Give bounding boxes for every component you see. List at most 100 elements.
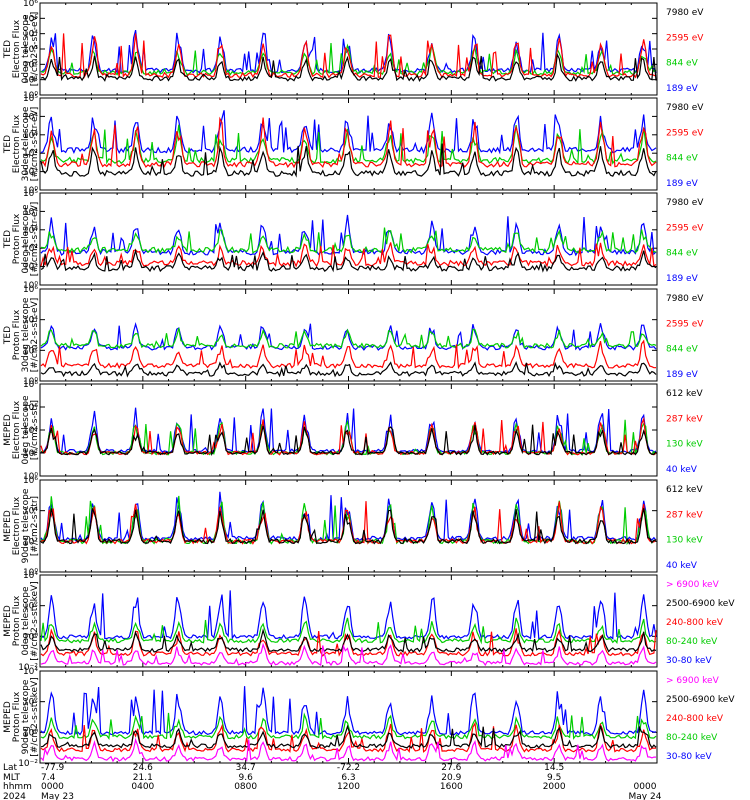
x-tick-label-hhmm: 1600 [440, 782, 463, 792]
legend-entry: 189 eV [666, 274, 699, 284]
y-axis-label: [#/cm2-s-str-keV] [30, 677, 40, 756]
legend-entry: 7980 eV [666, 103, 704, 113]
panel-8: 10⁻² 10⁰ 10² 10⁴ MEPED Proton Flux 90deg teles… [3, 667, 735, 769]
y-axis-label: 30deg telescope [21, 297, 31, 372]
y-tick-label: 10⁸ [23, 380, 38, 390]
legend-entry: 2595 eV [666, 319, 704, 329]
x-tick-label-mlt: 9.5 [547, 773, 561, 783]
x-tick-label-lat: 14.5 [544, 763, 564, 773]
x-tick-label-mlt: 6.3 [341, 773, 355, 783]
y-tick-label: 10³ [23, 45, 38, 55]
y-axis-label: [#/cm2-s-str] [30, 400, 40, 460]
y-tick-label: 10⁴ [23, 426, 38, 436]
y-axis-label: 0deg telescope [21, 204, 31, 274]
y-axis-label: MEPED [3, 605, 13, 637]
x-tick-label-hhmm: 0000 [634, 782, 657, 792]
series-line [40, 721, 657, 753]
y-tick-label: 10⁴ [23, 571, 38, 581]
legend-entry: 240-800 keV [666, 618, 724, 628]
y-axis-label: Proton Flux [12, 595, 22, 646]
y-tick-label: 10⁰ [23, 91, 38, 101]
y-axis-label: TED [3, 326, 13, 345]
y-tick-label: 10⁵ [23, 94, 38, 104]
y-axis-label: [#/cm2-s-str-eV] [30, 107, 40, 182]
y-tick-label: 10⁻² [18, 663, 38, 673]
panel-5: 10⁰ 10² 10⁴ 10⁶ 10⁸ MEPED Electron Flux 0deg te… [3, 380, 703, 482]
x-tick-label-hhmm: 0000 [41, 782, 64, 792]
series-line [40, 110, 657, 155]
legend-entry: 612 keV [666, 485, 703, 495]
series-line [40, 116, 657, 169]
y-tick-label: 10⁴ [23, 112, 38, 122]
y-axis-label: 0deg telescope [21, 586, 31, 656]
legend-entry: 240-800 keV [666, 714, 724, 724]
panel-7: 10⁻² 10⁰ 10² 10⁴ MEPED Proton Flux 0deg telesc… [3, 571, 735, 673]
legend-entry: 80-240 keV [666, 733, 718, 743]
legend-entry: 2595 eV [666, 128, 704, 138]
x-tick-label-hhmm: 0400 [131, 782, 154, 792]
series-line [40, 737, 656, 763]
y-axis-label: 90deg telescope [21, 488, 31, 563]
series-line [40, 33, 657, 80]
y-tick-label: 10⁶ [23, 0, 38, 9]
y-tick-label: 10⁶ [23, 403, 38, 413]
y-tick-label: 10⁴ [23, 207, 38, 217]
series-line [40, 227, 657, 255]
y-tick-label: 10⁵ [23, 14, 38, 24]
y-axis-label: TED [3, 135, 13, 154]
y-axis-label: Electron Flux [12, 114, 22, 173]
series-line [40, 642, 657, 667]
y-tick-label: 10² [23, 698, 38, 708]
legend-entry: 40 keV [666, 561, 698, 571]
y-tick-label: 10¹ [23, 263, 38, 273]
y-axis-label: [#/cm2-s-str-eV] [30, 12, 40, 87]
y-axis-label: [#/cm2-s-str-eV] [30, 202, 40, 277]
legend-entry: 189 eV [666, 370, 699, 380]
legend-entry: 2500-6900 keV [666, 695, 735, 705]
panel-4: 10⁰ 10² 10⁴ 10⁶ TED Proton Flux 30deg telescop… [3, 285, 704, 387]
y-tick-label: 10⁴ [23, 507, 38, 517]
legend-entry: > 6900 keV [666, 676, 720, 686]
legend-entry: 2595 eV [666, 33, 704, 43]
y-tick-label: 10⁰ [23, 728, 38, 738]
x-tick-label-hhmm: 2000 [543, 782, 566, 792]
legend-entry: 2500-6900 keV [666, 599, 735, 609]
y-axis-label: MEPED [3, 510, 13, 542]
y-tick-label: 10⁶ [23, 476, 38, 486]
x-tick-label-hhmm: 0800 [234, 782, 257, 792]
legend-entry: 189 eV [666, 179, 699, 189]
series-line [40, 724, 657, 749]
series-line [40, 712, 657, 741]
y-axis-label: MEPED [3, 414, 13, 446]
y-tick-label: 10⁰ [23, 472, 38, 482]
y-tick-label: 10⁶ [23, 285, 38, 295]
legend-entry: 80-240 keV [666, 637, 718, 647]
x-row-label: MLT [3, 773, 21, 783]
panel-1: 10⁰ 10¹ 10² 10³ 10⁴ 10⁵ 10⁶ TED Electron Flux 0de… [3, 0, 704, 101]
series-line [40, 360, 657, 378]
legend-entry: 189 eV [666, 84, 699, 94]
y-axis-label: 0deg telescope [21, 14, 31, 84]
y-axis-label: 90deg telescope [21, 679, 31, 754]
legend-entry: 130 keV [666, 536, 703, 546]
legend-entry: 130 keV [666, 440, 703, 450]
y-tick-label: 10⁰ [23, 281, 38, 291]
y-tick-label: 10⁰ [23, 377, 38, 387]
x-row-label: hhmm [3, 782, 32, 792]
x-tick-label-lat: 27.6 [441, 763, 461, 773]
y-tick-label: 10³ [23, 131, 38, 141]
y-tick-label: 10⁰ [23, 568, 38, 578]
x-tick-label-mlt: 20.9 [441, 773, 461, 783]
legend-entry: 844 eV [666, 249, 699, 259]
series-line [40, 248, 657, 273]
series-line [40, 617, 657, 645]
y-tick-label: 10² [23, 537, 38, 547]
panel-frame [39, 97, 658, 191]
y-axis-label: Electron Flux [12, 400, 22, 459]
y-axis-label: [#/cm2-s-str-eV] [30, 298, 40, 373]
y-axis-label: TED [3, 40, 13, 59]
legend-entry: 30-80 keV [666, 656, 712, 666]
legend-entry: 287 keV [666, 414, 703, 424]
